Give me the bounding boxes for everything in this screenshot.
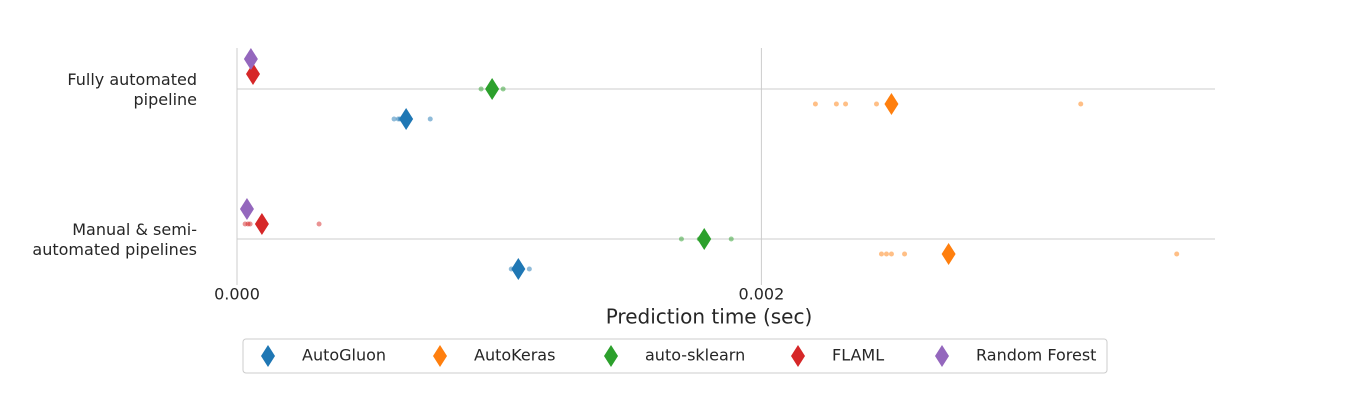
mean-marker — [399, 108, 414, 130]
mean-marker — [511, 258, 526, 280]
y-tick-line: Fully automated — [67, 70, 197, 89]
mean-marker — [941, 243, 956, 265]
mean-marker — [485, 78, 500, 100]
x-axis-label: Prediction time (sec) — [606, 305, 813, 329]
data-point — [478, 86, 484, 92]
data-point — [878, 251, 884, 257]
data-point — [883, 251, 889, 257]
mean-marker — [884, 93, 899, 115]
data-point — [902, 251, 908, 257]
mean-marker — [697, 228, 712, 250]
y-tick-line: Manual & semi- — [72, 220, 197, 239]
legend-label: auto-sklearn — [645, 346, 745, 365]
mean-marker — [245, 63, 260, 85]
legend-marker — [433, 345, 447, 367]
legend-marker — [791, 345, 805, 367]
mean-marker — [243, 48, 258, 70]
data-point — [427, 116, 433, 122]
legend-marker — [261, 345, 275, 367]
legend-marker — [604, 345, 618, 367]
mean-marker — [254, 213, 269, 235]
legend-label: FLAML — [832, 346, 884, 365]
mean-marker — [239, 198, 254, 220]
data-point — [888, 251, 894, 257]
legend-label: Random Forest — [976, 346, 1096, 365]
legend-box — [242, 338, 1108, 374]
data-point — [247, 221, 253, 227]
data-point — [391, 116, 397, 122]
data-point — [812, 101, 818, 107]
legend-marker — [935, 345, 949, 367]
y-tick-line: pipeline — [134, 90, 197, 109]
y-tick-line: automated pipelines — [32, 240, 197, 259]
data-point — [500, 86, 506, 92]
legend-label: AutoGluon — [302, 346, 386, 365]
data-point — [678, 236, 684, 242]
legend-label: AutoKeras — [474, 346, 555, 365]
data-point — [874, 101, 880, 107]
data-point — [1174, 251, 1180, 257]
data-point — [833, 101, 839, 107]
data-point — [316, 221, 322, 227]
data-point — [526, 266, 532, 272]
y-tick-label: Manual & semi-automated pipelines — [32, 220, 197, 259]
data-point — [728, 236, 734, 242]
data-point — [843, 101, 849, 107]
x-tick-label: 0.002 — [738, 285, 784, 304]
y-tick-label: Fully automated pipeline — [67, 70, 197, 109]
x-tick-label: 0.000 — [214, 285, 260, 304]
data-point — [1078, 101, 1084, 107]
